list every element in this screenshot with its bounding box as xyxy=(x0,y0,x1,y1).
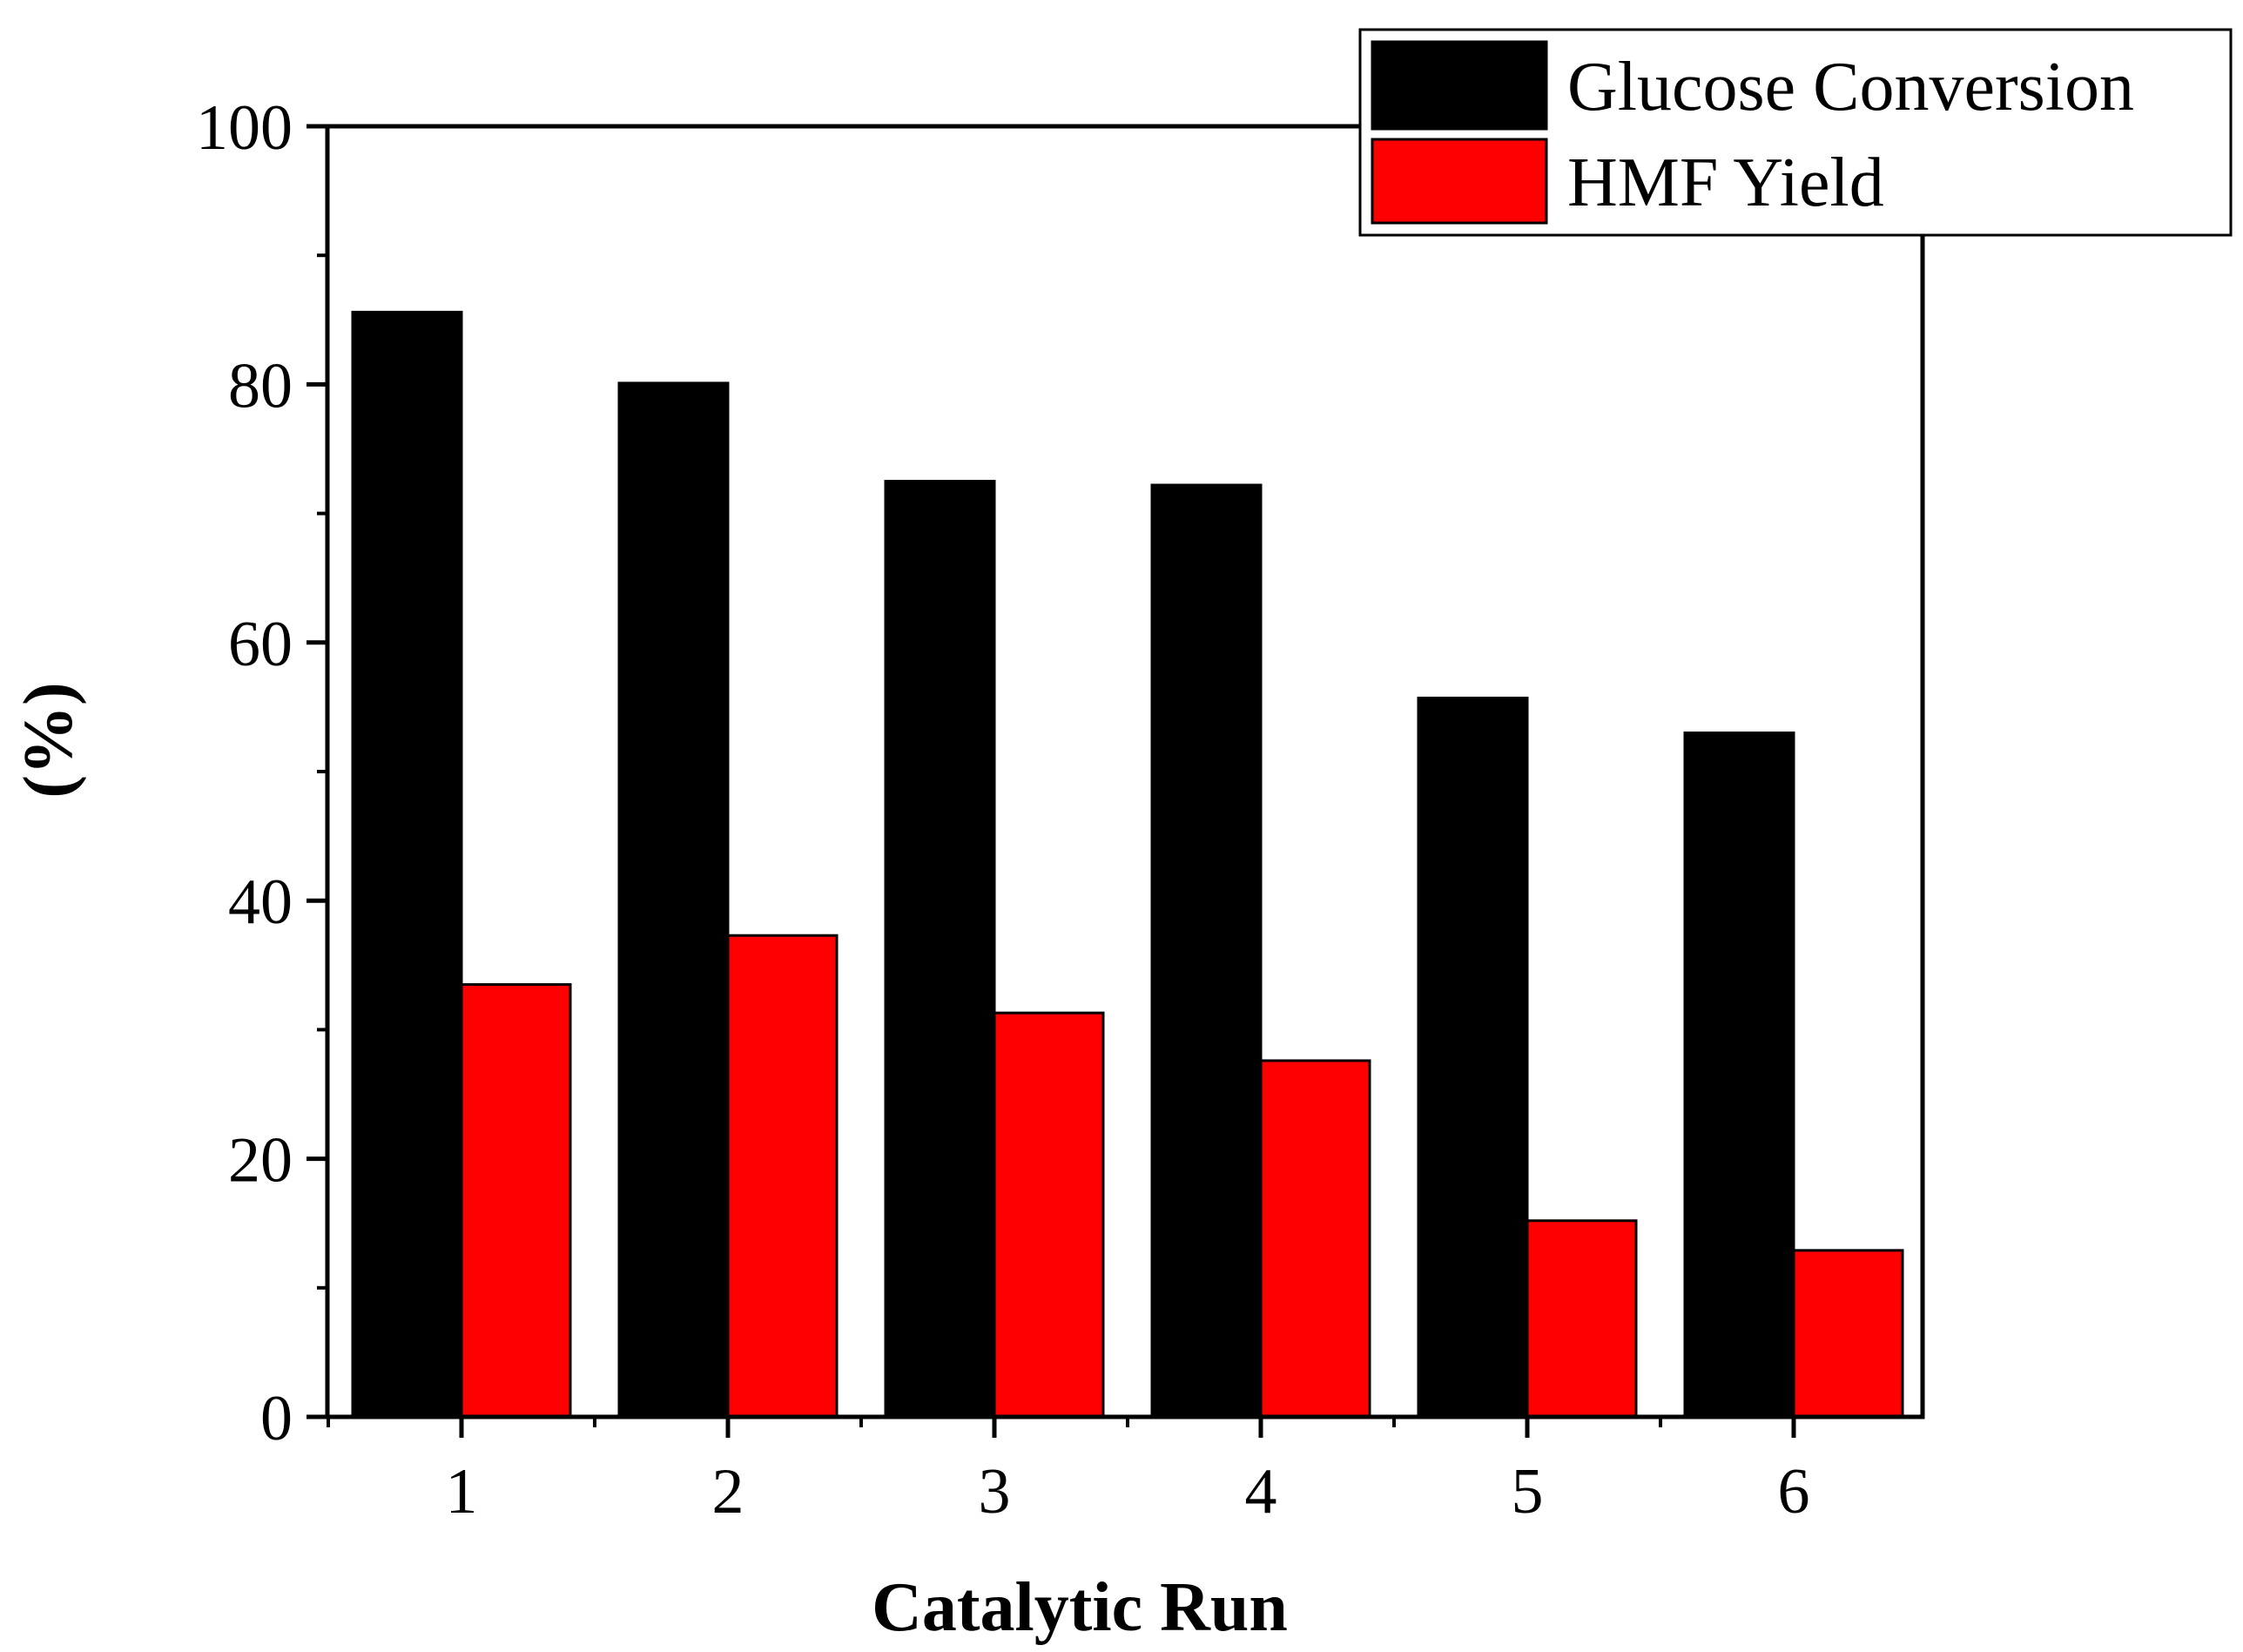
x-tick-label: 3 xyxy=(979,1456,1011,1527)
bar-glucose-conversion-run-2 xyxy=(617,381,730,1419)
legend-swatch-hmf-yield xyxy=(1371,138,1548,225)
y-tick-label: 40 xyxy=(228,866,293,938)
bar-glucose-conversion-run-5 xyxy=(1417,697,1529,1419)
legend: Glucose Conversion HMF Yield xyxy=(1358,28,2233,237)
y-tick-label: 0 xyxy=(260,1383,293,1454)
bar-glucose-conversion-run-4 xyxy=(1150,483,1263,1419)
y-axis-title: (%) xyxy=(10,682,87,798)
legend-label-hmf-yield: HMF Yield xyxy=(1567,145,1884,221)
x-tick-label: 5 xyxy=(1512,1456,1544,1527)
bar-glucose-conversion-run-6 xyxy=(1683,732,1795,1419)
y-tick-label: 60 xyxy=(228,609,293,680)
legend-label-glucose-conversion: Glucose Conversion xyxy=(1567,49,2134,125)
y-tick-label: 100 xyxy=(196,92,293,164)
bar-hmf-yield-run-5 xyxy=(1526,1219,1638,1419)
bar-hmf-yield-run-1 xyxy=(460,983,572,1419)
ticks-layer: 0 20 40 60 80 100 1 2 3 4 5 6 xyxy=(196,92,1810,1527)
y-tick-label: 80 xyxy=(228,350,293,421)
bar-hmf-yield-run-2 xyxy=(726,934,839,1419)
bar-hmf-yield-run-4 xyxy=(1259,1059,1371,1419)
legend-swatch-glucose-conversion xyxy=(1371,40,1548,131)
bar-glucose-conversion-run-3 xyxy=(884,480,996,1419)
x-tick-label: 6 xyxy=(1778,1456,1810,1527)
y-tick-label: 20 xyxy=(228,1125,293,1197)
bar-hmf-yield-run-3 xyxy=(993,1011,1105,1419)
x-tick-label: 4 xyxy=(1245,1456,1277,1527)
bar-glucose-conversion-run-1 xyxy=(351,310,463,1419)
x-tick-label: 1 xyxy=(446,1456,478,1527)
bars-layer xyxy=(351,310,1904,1419)
x-axis-title: Catalytic Run xyxy=(872,1569,1288,1646)
x-tick-label: 2 xyxy=(712,1456,744,1527)
bar-hmf-yield-run-6 xyxy=(1792,1249,1904,1419)
